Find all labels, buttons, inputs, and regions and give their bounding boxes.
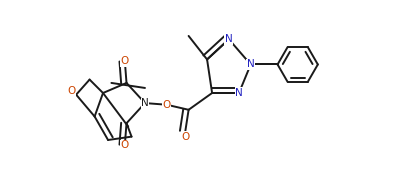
Text: O: O <box>121 56 129 66</box>
Text: N: N <box>225 34 233 44</box>
Text: O: O <box>163 100 171 110</box>
Text: O: O <box>181 132 190 142</box>
Text: N: N <box>141 98 149 108</box>
Text: N: N <box>235 88 243 98</box>
Text: O: O <box>121 140 129 150</box>
Text: O: O <box>67 86 75 96</box>
Text: N: N <box>247 60 255 69</box>
